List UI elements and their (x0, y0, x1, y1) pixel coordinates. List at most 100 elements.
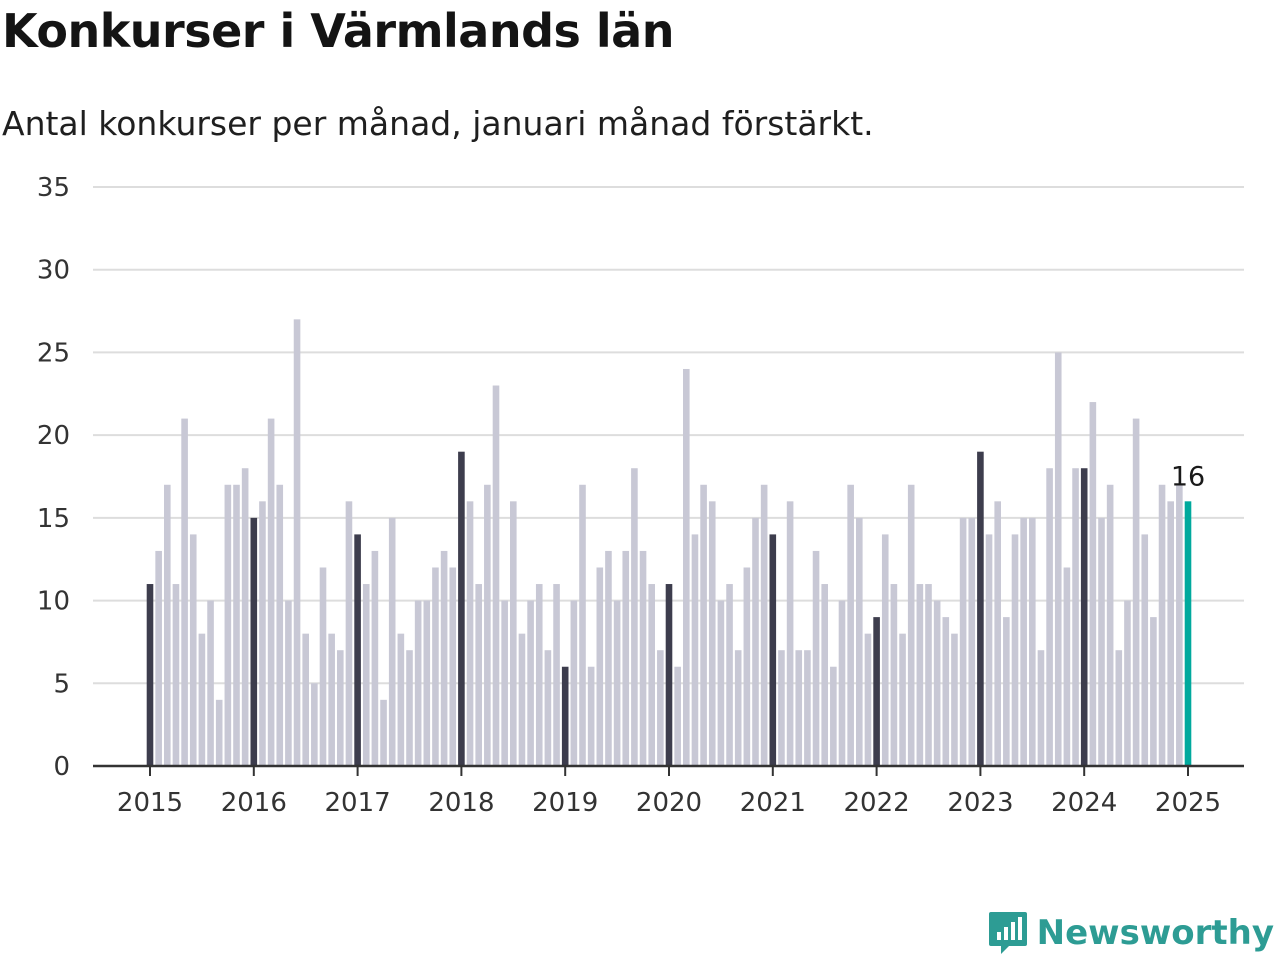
bar-month (683, 368, 690, 766)
bar-month (302, 633, 309, 766)
chart-title: Konkurser i Värmlands län (2, 4, 674, 58)
y-tick-label: 0 (53, 752, 70, 782)
bar-month (492, 385, 500, 766)
bar-month (708, 501, 716, 766)
y-tick-label: 25 (37, 338, 70, 368)
x-tick-label: 2017 (325, 788, 391, 818)
x-tick-label: 2022 (844, 788, 910, 818)
bar-month (371, 550, 379, 766)
bar-month (527, 600, 534, 766)
bar-month (881, 534, 889, 766)
bar-month (830, 666, 837, 766)
bar-month (959, 517, 967, 766)
bar-january (561, 666, 569, 766)
x-tick-label: 2020 (636, 788, 702, 818)
bar-month (155, 550, 162, 766)
bar-month (259, 501, 266, 766)
bar-month (1003, 617, 1010, 766)
bar-month (994, 501, 1001, 766)
bar-month (1046, 468, 1053, 766)
bar-month (752, 517, 759, 766)
bar-month (899, 633, 906, 766)
bar-month (579, 484, 586, 766)
bar-month (760, 484, 768, 766)
y-tick-label: 20 (37, 421, 70, 451)
y-tick-label: 15 (37, 504, 70, 534)
x-tick-label: 2019 (532, 788, 598, 818)
bar-month (648, 584, 655, 766)
bar-month (717, 600, 725, 766)
bar-month (285, 600, 292, 766)
bar-month (657, 650, 664, 766)
bar-month (985, 534, 993, 766)
brand-name: Newsworthy (1036, 913, 1274, 953)
bar-month (388, 517, 396, 766)
bar-month (397, 633, 405, 766)
bar-month (181, 418, 188, 766)
bar-january (146, 584, 154, 766)
bar-month (605, 550, 612, 766)
bar-month (328, 633, 335, 766)
bar-month (449, 567, 457, 766)
newsworthy-logo: Newsworthy (987, 910, 1274, 956)
bar-month (1141, 534, 1149, 766)
bar-month (795, 650, 803, 766)
latest-value-label: 16 (1171, 461, 1205, 492)
bar-month (466, 501, 474, 766)
bar-month (1176, 484, 1183, 766)
bar-month (189, 534, 197, 766)
bars (146, 319, 1192, 766)
bar-month (423, 600, 431, 766)
bar-month (544, 650, 552, 766)
bar-month (812, 550, 820, 766)
bar-month (674, 666, 681, 766)
bar-month (734, 650, 742, 766)
y-tick-label: 30 (37, 256, 70, 286)
bar-month (570, 600, 578, 766)
bar-month (1150, 617, 1157, 766)
bar-month (518, 633, 526, 766)
bar-month (1106, 484, 1114, 766)
x-tick-label: 2018 (428, 788, 494, 818)
x-tick-label: 2021 (740, 788, 806, 818)
bar-month (484, 484, 491, 766)
y-tick-label: 35 (37, 173, 70, 203)
bar-month (743, 567, 751, 766)
bar-month (890, 584, 898, 766)
bar-month (164, 484, 171, 766)
bar-month (1089, 402, 1097, 766)
bar-month (1167, 501, 1174, 766)
bar-month (933, 600, 941, 766)
bar-month (293, 319, 301, 766)
bar-month (475, 584, 482, 766)
bar-month (821, 584, 828, 766)
bar-month (925, 584, 932, 766)
bar-month (856, 517, 863, 766)
bar-month (207, 600, 214, 766)
bar-month (311, 683, 318, 766)
bar-month (510, 501, 517, 766)
x-tick-label: 2015 (117, 788, 183, 818)
bar-month (1124, 600, 1131, 766)
bar-month (691, 534, 699, 766)
bar-month (1098, 517, 1105, 766)
bar-month (838, 600, 846, 766)
bar-month (414, 600, 422, 766)
bar-month (942, 617, 950, 766)
bar-month (639, 550, 647, 766)
bar-month (847, 484, 854, 766)
bar-month (786, 501, 794, 766)
bar-month (241, 468, 249, 766)
bar-month (587, 666, 595, 766)
bar-month (968, 517, 976, 766)
x-tick-label: 2016 (221, 788, 287, 818)
bar-month (215, 699, 223, 766)
bar-month (535, 584, 543, 766)
gridlines (93, 186, 1244, 685)
bar-month (613, 600, 621, 766)
bar-month (1115, 650, 1123, 766)
bar-month (916, 584, 924, 766)
bar-month (631, 468, 638, 766)
bar-month (596, 567, 604, 766)
